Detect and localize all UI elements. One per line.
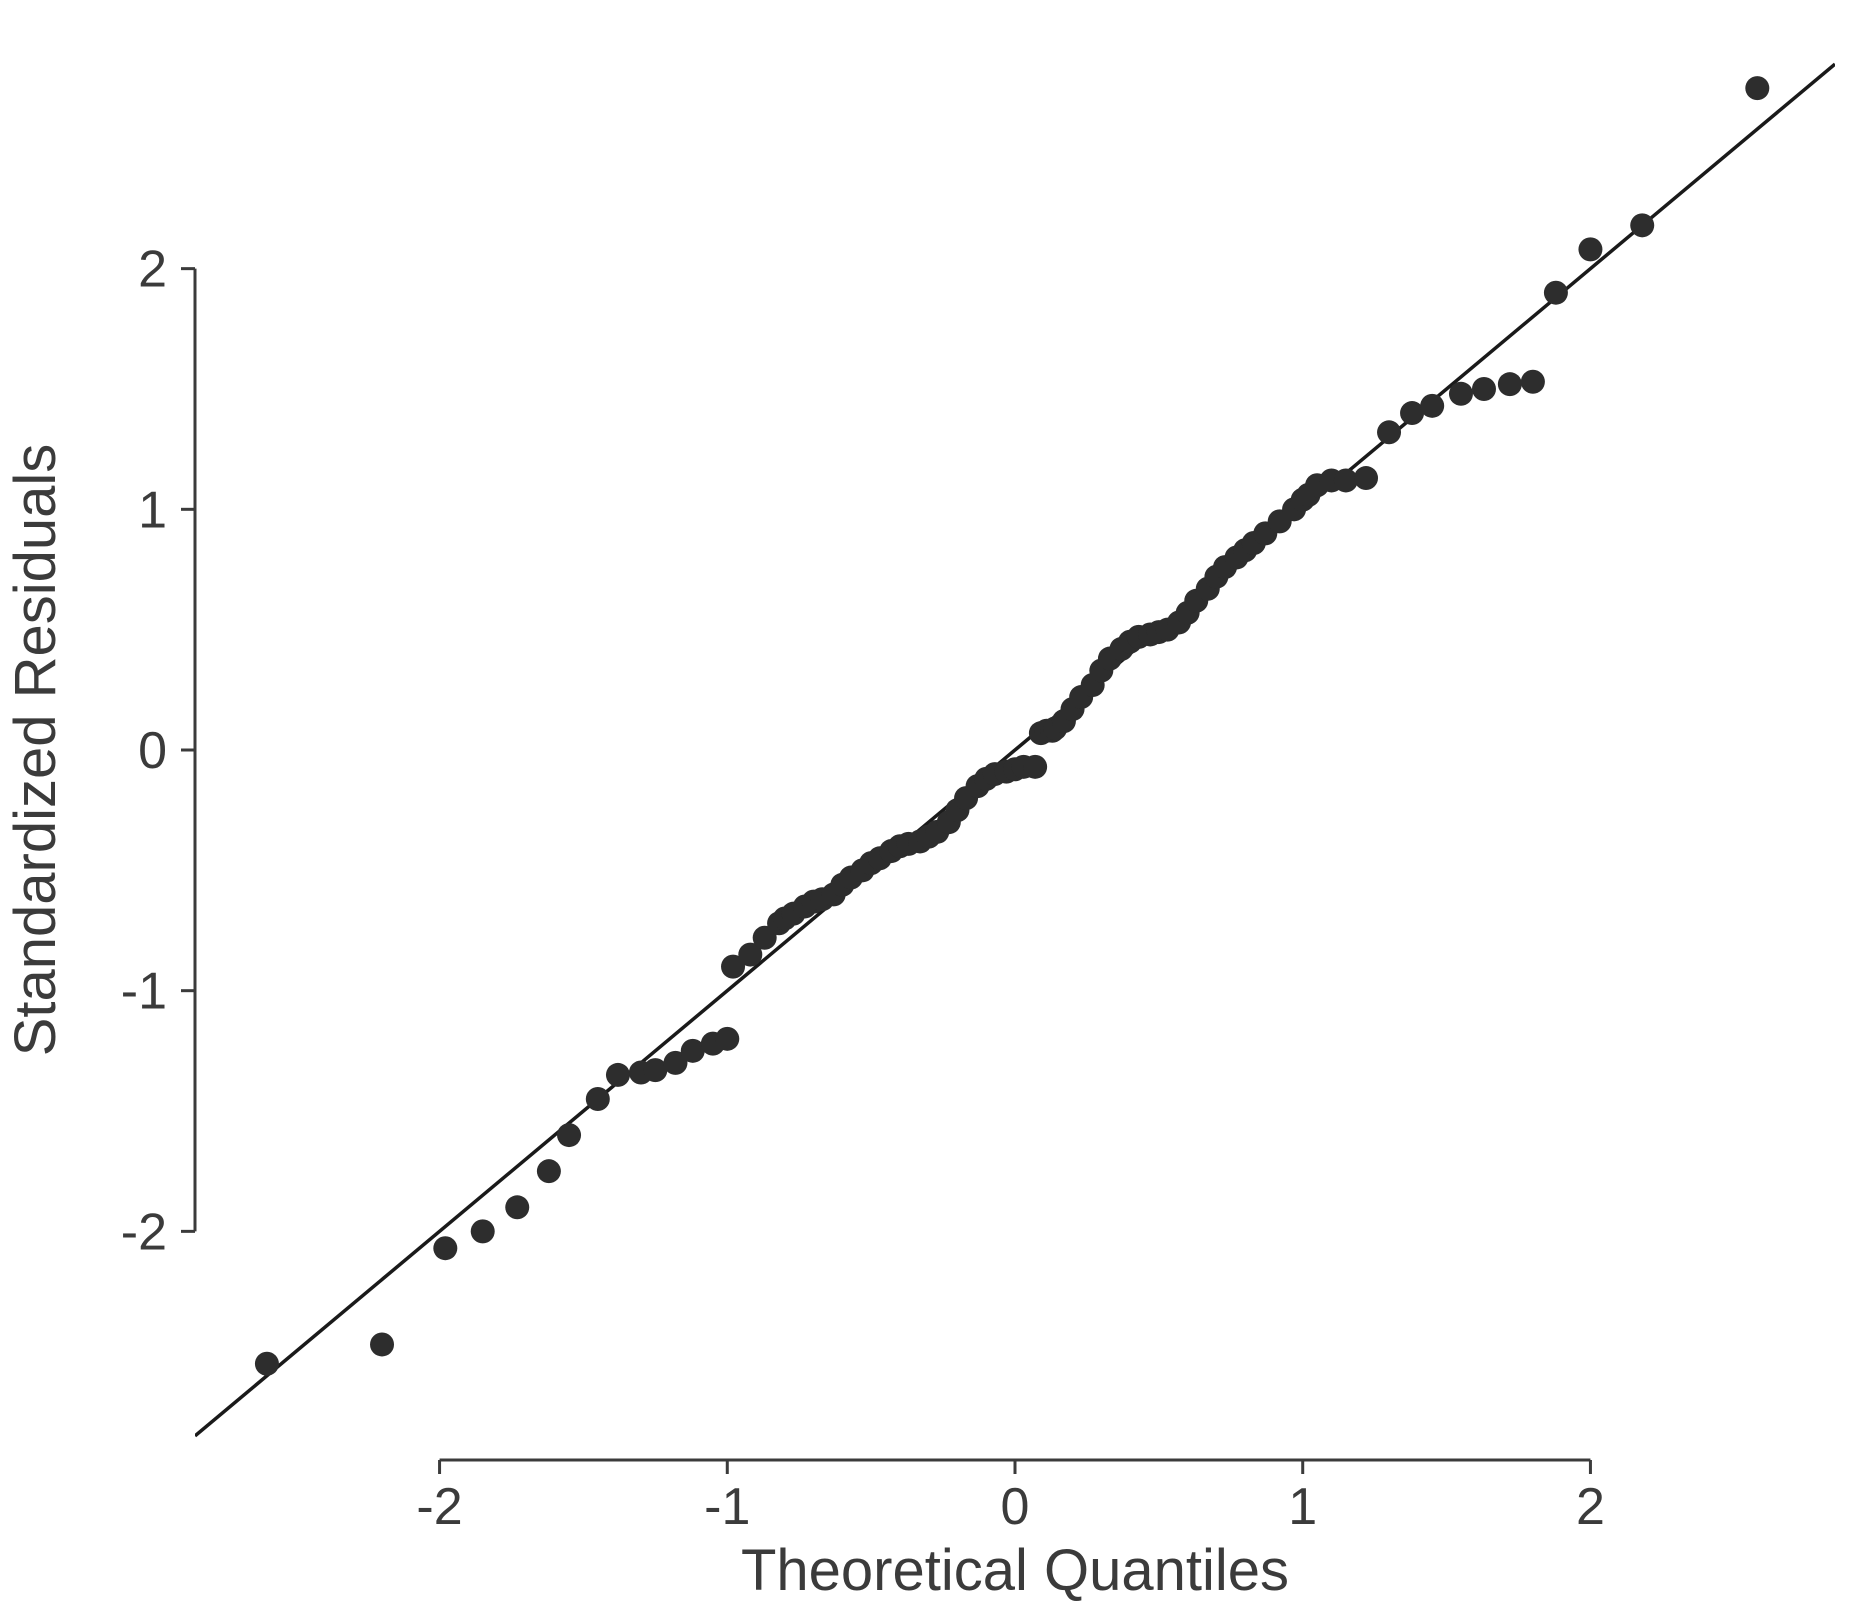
y-tick-label: 1 xyxy=(138,481,167,539)
data-point xyxy=(433,1236,457,1260)
data-point xyxy=(557,1123,581,1147)
data-point xyxy=(606,1063,630,1087)
x-tick-label: 0 xyxy=(1001,1478,1030,1536)
data-point xyxy=(1630,213,1654,237)
y-tick-label: 0 xyxy=(138,722,167,780)
data-point xyxy=(1420,394,1444,418)
x-tick-label: -1 xyxy=(704,1478,750,1536)
x-axis-title: Theoretical Quantiles xyxy=(741,1538,1289,1603)
data-point xyxy=(1521,370,1545,394)
data-point xyxy=(537,1159,561,1183)
data-point xyxy=(1023,755,1047,779)
data-point xyxy=(1498,372,1522,396)
x-tick-label: 1 xyxy=(1288,1478,1317,1536)
data-point xyxy=(1449,382,1473,406)
data-point xyxy=(715,1027,739,1051)
y-tick-label: 2 xyxy=(138,241,167,299)
x-tick-label: 2 xyxy=(1576,1478,1605,1536)
data-point xyxy=(1472,377,1496,401)
data-point xyxy=(255,1352,279,1376)
data-point xyxy=(370,1332,394,1356)
data-point xyxy=(1354,466,1378,490)
data-point xyxy=(586,1087,610,1111)
qq-plot: -2 -1 0 1 2 -2 -1 0 1 2 Theoretical Quantiles Stand… xyxy=(0,0,1875,1606)
x-tick-label: -2 xyxy=(416,1478,462,1536)
data-point xyxy=(1578,237,1602,261)
data-point xyxy=(1377,420,1401,444)
y-axis-title: Standardized Residuals xyxy=(3,444,68,1057)
data-point xyxy=(1544,281,1568,305)
y-tick-label: -2 xyxy=(121,1203,167,1261)
data-point xyxy=(505,1195,529,1219)
data-point xyxy=(1745,76,1769,100)
data-point xyxy=(471,1219,495,1243)
y-tick-label: -1 xyxy=(121,963,167,1021)
